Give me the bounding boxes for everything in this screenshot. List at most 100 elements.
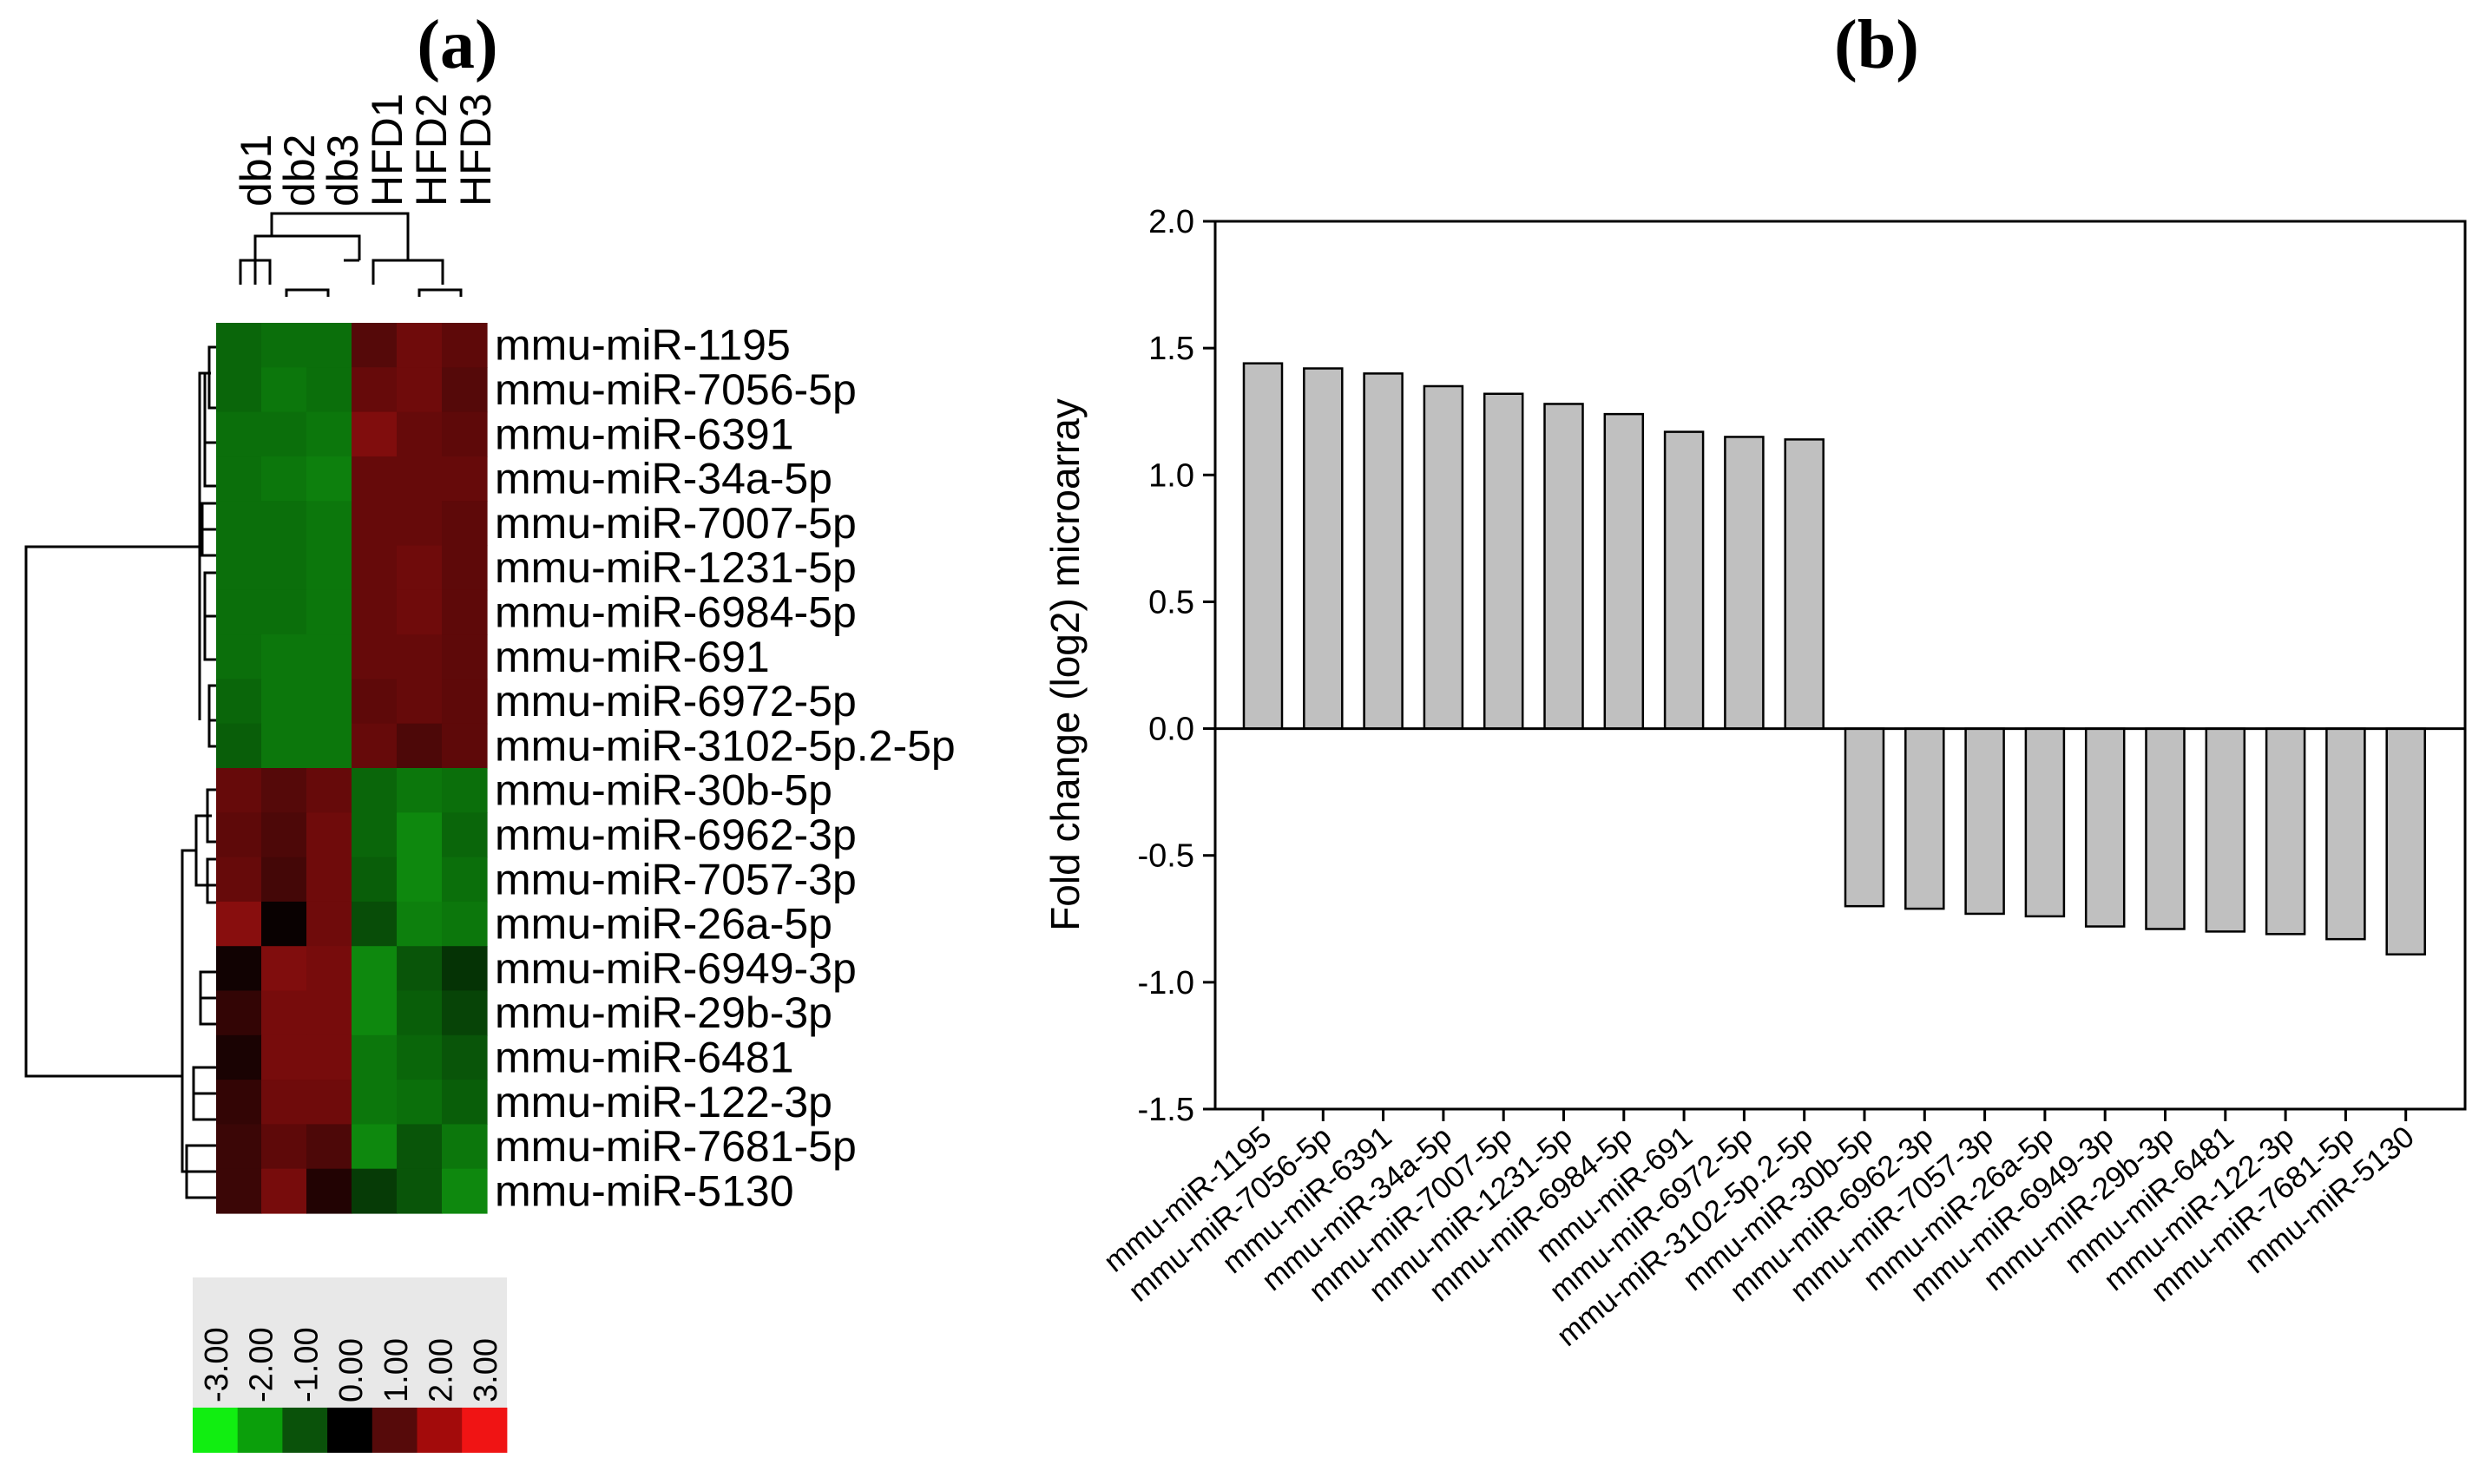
heatmap-cell	[442, 589, 488, 635]
heatmap-cell	[216, 456, 262, 502]
heatmap-cell	[442, 501, 488, 547]
heatmap-cell	[306, 901, 352, 947]
heatmap-cell	[442, 411, 488, 457]
heatmap-cell	[261, 545, 307, 591]
heatmap-cell	[261, 723, 307, 769]
bar	[2325, 727, 2366, 941]
heatmap-cell	[352, 857, 398, 903]
heatmap-cell	[306, 1034, 352, 1080]
heatmap-cell	[352, 411, 398, 457]
heatmap-row-label: mmu-miR-7056-5p	[495, 365, 857, 414]
heatmap-cell	[397, 367, 443, 413]
bar	[1663, 430, 1705, 730]
bar	[2385, 727, 2426, 955]
heatmap-cell	[261, 501, 307, 547]
heatmap-row-label: mmu-miR-1231-5p	[495, 543, 857, 592]
heatmap-cell	[397, 768, 443, 813]
heatmap-cell	[442, 679, 488, 725]
column-dendrogram	[239, 212, 463, 297]
heatmap-cell	[216, 901, 262, 947]
heatmap-cell	[306, 768, 352, 813]
heatmap-row-label: mmu-miR-7057-3p	[495, 855, 857, 903]
heatmap-cells	[216, 323, 488, 1214]
heatmap-cell	[261, 411, 307, 457]
heatmap-cell	[261, 1034, 307, 1080]
heatmap-cell	[442, 768, 488, 813]
heatmap-cell	[397, 857, 443, 903]
y-tick-label: -1.5	[1138, 1092, 1194, 1128]
heatmap-row-label: mmu-miR-6391	[495, 410, 794, 458]
heatmap-cell	[216, 1080, 262, 1125]
heatmap-cell	[306, 723, 352, 769]
scale-label: 1.00	[378, 1338, 415, 1402]
heatmap-row-label: mmu-miR-122-3p	[495, 1078, 832, 1126]
heatmap-cell	[306, 323, 352, 368]
heatmap-cell	[352, 589, 398, 635]
heatmap-cell	[261, 1080, 307, 1125]
heatmap-cell	[442, 1080, 488, 1125]
heatmap-cell	[306, 545, 352, 591]
heatmap-cell	[397, 1168, 443, 1214]
heatmap-cell	[216, 679, 262, 725]
heatmap-cell	[352, 456, 398, 502]
heatmap-cell	[306, 411, 352, 457]
heatmap-cell	[397, 501, 443, 547]
heatmap-cell	[216, 411, 262, 457]
heatmap-cell	[216, 990, 262, 1036]
heatmap-cell	[397, 589, 443, 635]
bar	[2024, 727, 2066, 918]
heatmap-column-label: db2	[275, 135, 324, 207]
row-dendrogram	[24, 345, 216, 1199]
heatmap-cell	[352, 679, 398, 725]
heatmap-cell	[352, 1034, 398, 1080]
heatmap-row-label: mmu-miR-29b-3p	[495, 988, 832, 1037]
scale-swatch	[327, 1408, 373, 1453]
y-axis-label: Fold change (log2) microarray	[1042, 398, 1088, 931]
heatmap-row-label: mmu-miR-26a-5p	[495, 900, 832, 949]
scale-swatch	[462, 1408, 508, 1453]
heatmap-cell	[216, 545, 262, 591]
bar-series	[1242, 362, 2426, 955]
heatmap-cell	[352, 946, 398, 992]
bar	[2205, 727, 2246, 933]
scale-label: 2.00	[424, 1338, 460, 1402]
heatmap-cell	[261, 901, 307, 947]
heatmap-cell	[306, 1168, 352, 1214]
y-tick-label: 2.0	[1148, 204, 1194, 240]
panel-b-label: (b)	[1834, 7, 1919, 83]
heatmap-cell	[352, 768, 398, 813]
heatmap-cell	[442, 1124, 488, 1170]
heatmap-column-label: HFD1	[363, 93, 411, 207]
bar	[1904, 727, 1945, 910]
heatmap-cell	[216, 812, 262, 858]
heatmap-row-label: mmu-miR-30b-5p	[495, 766, 832, 815]
heatmap-cell	[397, 679, 443, 725]
heatmap-cell	[216, 723, 262, 769]
heatmap-cell	[306, 1124, 352, 1170]
heatmap-cell	[261, 812, 307, 858]
heatmap-row-label: mmu-miR-7681-5p	[495, 1122, 857, 1171]
bar	[1303, 367, 1344, 730]
bar	[1242, 362, 1284, 730]
heatmap-cell	[397, 1080, 443, 1125]
heatmap-row-label: mmu-miR-34a-5p	[495, 455, 832, 503]
heatmap-cell	[216, 1124, 262, 1170]
x-axis-ticks: mmu-miR-1195mmu-miR-7056-5pmmu-miR-6391m…	[1097, 1109, 2421, 1353]
bar	[1423, 384, 1464, 730]
heatmap-cell	[216, 946, 262, 992]
heatmap-cell	[306, 634, 352, 680]
heatmap-cell	[306, 1080, 352, 1125]
bar	[2265, 727, 2306, 936]
heatmap-cell	[397, 323, 443, 368]
scale-swatch	[193, 1408, 239, 1453]
heatmap-cell	[442, 990, 488, 1036]
heatmap-cell	[397, 901, 443, 947]
heatmap-cell	[306, 857, 352, 903]
heatmap-cell	[261, 367, 307, 413]
heatmap-cell	[352, 545, 398, 591]
heatmap-cell	[261, 857, 307, 903]
heatmap-cell	[216, 589, 262, 635]
bar	[1363, 372, 1404, 730]
heatmap-cell	[352, 812, 398, 858]
